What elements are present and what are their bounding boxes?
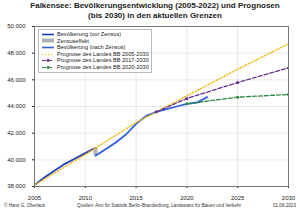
html-text:Falkensee: Bevölkerungsentwick: Falkensee: Bevölkerungsentwicklung (2005… [30, 1, 280, 20]
html-text:Prognose des Landes BB 2005-20: Prognose des Landes BB 2005-2030 [57, 50, 149, 57]
svg-text:46.000: 46.000 [7, 77, 26, 83]
html-text:01.08.2023: 01.08.2023 [273, 203, 296, 208]
svg-text:2005: 2005 [28, 195, 42, 201]
svg-text:2030: 2030 [282, 195, 296, 201]
svg-text:2010: 2010 [79, 195, 93, 201]
svg-text:40.000: 40.000 [7, 157, 26, 163]
html-text:Prognose des Landes BB 2020-20: Prognose des Landes BB 2020-2030 [57, 64, 149, 70]
svg-text:2025: 2025 [231, 195, 245, 201]
html-text:Zensuseffekt: Zensuseffekt [57, 37, 89, 44]
svg-text:48.000: 48.000 [7, 50, 26, 56]
svg-text:42.000: 42.000 [7, 130, 26, 136]
svg-text:2015: 2015 [129, 195, 143, 201]
html-text:Quellen: Amt für Statistik Ber: Quellen: Amt für Statistik Berlin-Brande… [77, 203, 241, 208]
html-text:© Hans G. Oberlack: © Hans G. Oberlack [4, 203, 46, 208]
html-text:Prognose des Landes BB 2017-20: Prognose des Landes BB 2017-2030 [57, 57, 149, 64]
html-text:Bevölkerung (vor Zensus): Bevölkerung (vor Zensus) [57, 31, 121, 37]
html-text:Bevölkerung (nach Zensus): Bevölkerung (nach Zensus) [57, 44, 126, 51]
svg-text:50.000: 50.000 [7, 23, 26, 29]
svg-text:44.000: 44.000 [7, 103, 26, 109]
svg-text:38.000: 38.000 [7, 183, 26, 189]
svg-text:2020: 2020 [180, 195, 194, 201]
